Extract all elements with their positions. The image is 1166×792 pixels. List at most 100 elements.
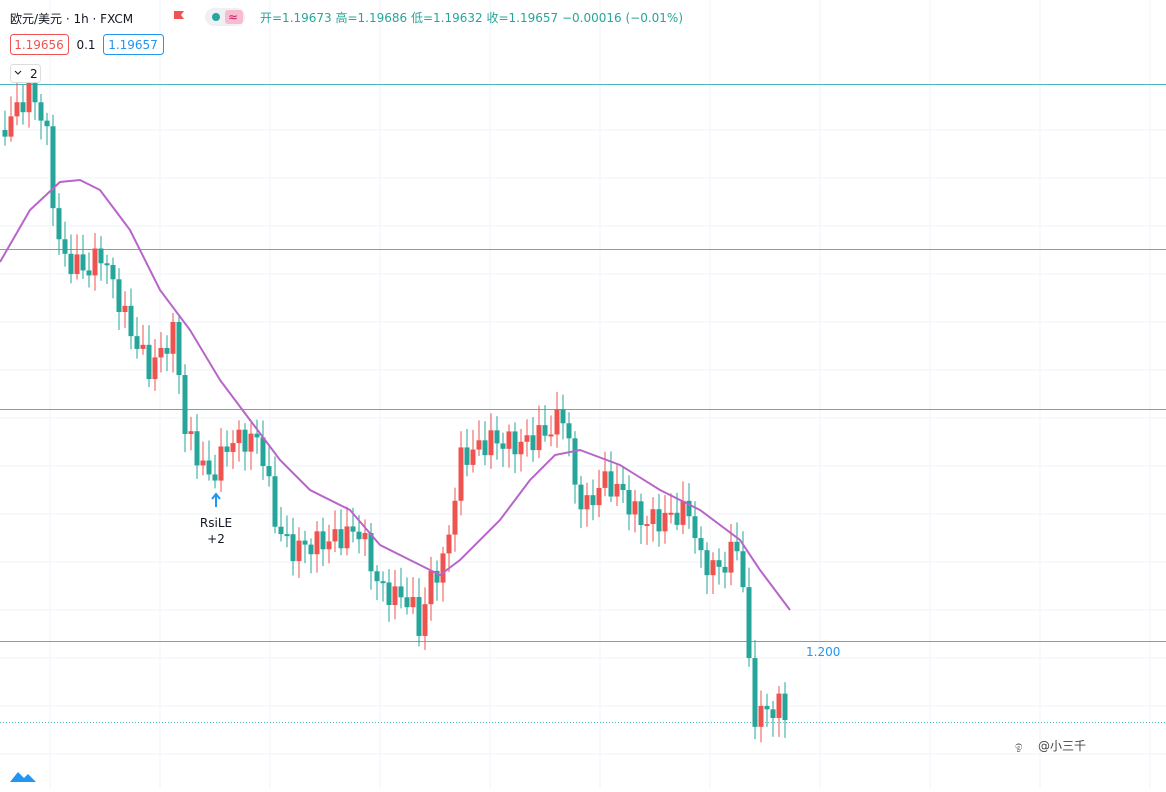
candle (710, 560, 716, 576)
candle (164, 347, 170, 354)
candle (284, 534, 290, 537)
candle (254, 433, 260, 438)
bid-box[interactable] (10, 34, 69, 55)
candle (674, 512, 680, 525)
candle (14, 102, 20, 117)
candle (644, 524, 650, 527)
candle (350, 526, 356, 532)
candle (434, 570, 440, 583)
candle (662, 512, 668, 532)
candle (68, 253, 74, 275)
candle (140, 344, 146, 349)
candle (560, 409, 566, 424)
watermark: @小三千 (1038, 739, 1086, 753)
levels (0, 84, 1166, 723)
candle (302, 540, 308, 545)
symbol: 欧元/美元 · 1h · FXCM (10, 12, 133, 26)
candle (158, 347, 164, 358)
candle (44, 120, 50, 127)
candle (92, 248, 98, 276)
candle (608, 471, 614, 497)
collapse-count: 2 (30, 67, 38, 81)
ask: 1.19657 (108, 38, 158, 52)
candle (182, 375, 188, 435)
candle (338, 529, 344, 549)
candle (56, 208, 62, 240)
candle (356, 531, 362, 540)
candle (638, 501, 644, 526)
candle (512, 431, 518, 455)
candle (266, 466, 272, 477)
candle (752, 658, 758, 727)
candle (698, 538, 704, 551)
candle (386, 582, 392, 605)
candle (320, 531, 326, 550)
candle (242, 429, 248, 452)
candle (410, 597, 416, 608)
candle (278, 526, 284, 535)
candle (74, 254, 80, 275)
candle (152, 357, 158, 380)
candle (740, 551, 746, 588)
candle (668, 512, 674, 515)
candle (134, 336, 140, 349)
candle (728, 541, 734, 573)
ask-box[interactable] (103, 34, 164, 55)
candle (332, 529, 338, 542)
candle (170, 321, 176, 354)
candle (422, 604, 428, 636)
candle (122, 305, 128, 313)
flag (174, 11, 184, 19)
candle (368, 533, 374, 572)
candle (692, 516, 698, 539)
candle (500, 443, 506, 449)
candle (488, 430, 494, 456)
candle (224, 446, 230, 452)
candle (104, 263, 110, 266)
candle (38, 102, 44, 121)
candle (290, 534, 296, 562)
candle (524, 435, 530, 442)
candle (314, 531, 320, 555)
collapse-button[interactable] (10, 64, 41, 83)
candle (260, 437, 266, 467)
candle (362, 533, 368, 540)
candle (572, 438, 578, 485)
candle (584, 495, 590, 510)
candle (620, 483, 626, 491)
candle (8, 116, 14, 137)
candle (248, 433, 254, 452)
candle (416, 597, 422, 636)
candle (686, 500, 692, 517)
candle (716, 560, 722, 567)
candle (296, 540, 302, 562)
candle (470, 449, 476, 465)
candle (128, 305, 134, 337)
candle (380, 581, 386, 584)
candle (428, 570, 434, 605)
candle (764, 705, 770, 710)
level-label: 1.200 (806, 645, 840, 659)
candle (476, 440, 482, 450)
candle (614, 483, 620, 497)
candle (116, 279, 122, 313)
ohlc: 开=1.19673 高=1.19686 低=1.19632 收=1.19657 … (260, 10, 683, 25)
candle (272, 476, 278, 527)
candle (188, 431, 194, 435)
candle (212, 474, 218, 481)
candle (590, 495, 596, 506)
candle (554, 409, 560, 435)
candle (656, 509, 662, 532)
candle (722, 566, 728, 573)
candle (776, 693, 782, 719)
candle (680, 500, 686, 525)
candle (518, 441, 524, 455)
candle (566, 423, 572, 439)
candle (440, 553, 446, 583)
candle (326, 541, 332, 550)
status-icon (225, 10, 243, 24)
candle (596, 487, 602, 506)
candle (758, 705, 764, 727)
